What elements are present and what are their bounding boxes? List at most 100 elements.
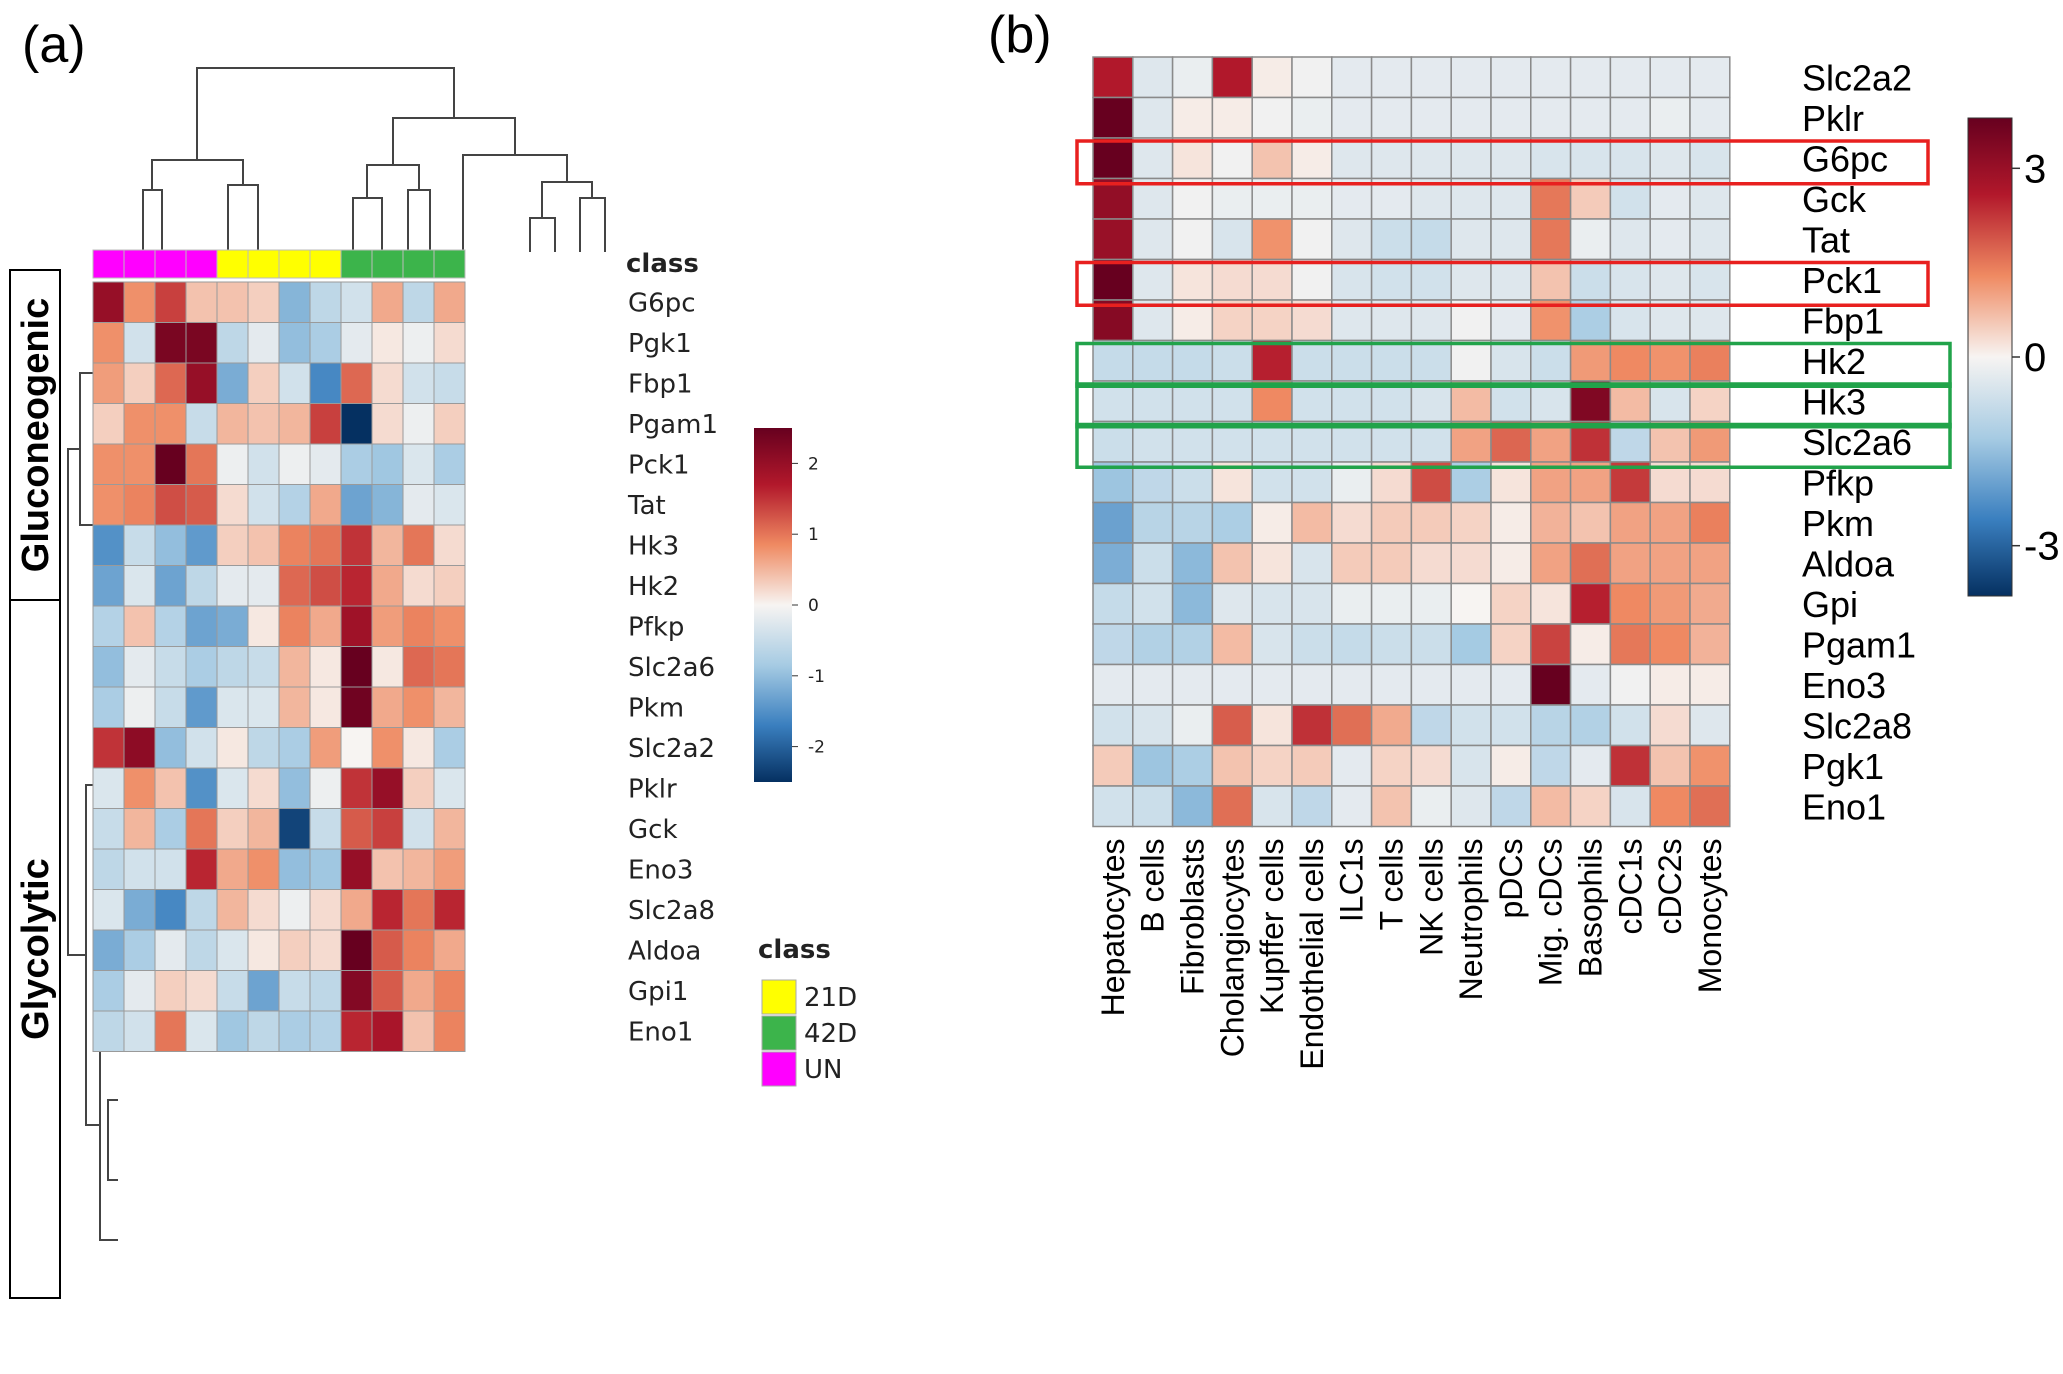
heat-a-cell [433,322,466,364]
heat-b-cell [1211,56,1253,99]
class-cell-UN [123,249,156,279]
heat-b-cell [1490,744,1532,787]
heat-b-cell [1410,542,1452,585]
heat-b-cell [1251,96,1293,139]
heat-b-cell [1171,258,1214,301]
heat-a-cell [371,686,404,728]
heat-a-cell [309,929,342,971]
heat-a-cell [309,727,342,769]
heat-a-cell [154,1010,187,1052]
heat-b-cell [1649,663,1691,706]
gluconeogenic-label: Gluconeogenic [15,298,57,572]
heat-b-cell [1609,582,1651,625]
row-label-a: Aldoa [628,936,701,966]
heat-a-cell [247,1010,280,1052]
heat-b-cell [1569,663,1612,706]
heat-b-cell [1370,218,1413,261]
heat-a-cell [433,484,466,526]
column-label-b: NK cells [1413,839,1449,956]
heat-b-cell [1251,663,1293,706]
heat-a-cell [309,484,342,526]
heat-b-cell [1211,96,1253,139]
heat-a-cell [185,808,218,850]
heat-a-cell [402,281,435,323]
heat-b-cell [1092,744,1134,787]
heat-a-cell [247,848,280,890]
column-label-b: Hepatocytes [1095,839,1131,1017]
heat-a-cell [92,646,125,688]
heat-a-cell [433,403,466,445]
heat-a-cell [309,403,342,445]
row-label-b: Gck [1802,179,1867,220]
heat-b-cell [1132,744,1174,787]
heat-b-cell [1171,623,1214,666]
heat-a-cell [433,443,466,485]
class-cell-UN [185,249,218,279]
heat-b-cell [1291,542,1333,585]
heat-b-cell [1490,339,1532,382]
heat-b-cell [1689,582,1731,625]
heat-a-cell [154,362,187,404]
heat-a-cell [216,646,249,688]
heat-b-cell [1450,501,1492,544]
heat-b-cell [1530,501,1572,544]
heat-b-cell [1370,785,1413,828]
heat-b-cell [1530,582,1572,625]
heat-a-cell [123,767,156,809]
heat-b-cell [1689,56,1731,99]
column-label-b: T cells [1374,839,1410,931]
row-label-b: Hk2 [1802,341,1866,382]
heat-b-cell [1530,218,1572,261]
colorbar-a-tick-label: 0 [808,596,819,616]
heat-a-cell [216,524,249,566]
row-label-a: Hk2 [628,572,679,602]
heat-a-cell [92,524,125,566]
heat-a-cell [278,970,311,1012]
heat-b-cell [1291,501,1333,544]
row-label-b: Slc2a6 [1802,422,1912,463]
heat-b-cell [1450,542,1492,585]
heat-a-cell [278,322,311,364]
heat-a-cell [123,484,156,526]
heat-b-cell [1649,501,1691,544]
heat-a-cell [123,322,156,364]
heat-b-cell [1569,501,1612,544]
heat-b-cell [1092,258,1134,301]
heat-a-cell [278,889,311,931]
heat-b-cell [1689,663,1731,706]
heat-b-cell [1609,339,1651,382]
heat-b-cell [1649,582,1691,625]
heat-b-cell [1410,96,1452,139]
heat-b-cell [1450,56,1492,99]
heat-b-cell [1370,258,1413,301]
heat-b-cell [1132,339,1174,382]
heat-a-cell [92,686,125,728]
heat-b-cell [1331,785,1373,828]
heat-a-cell [123,727,156,769]
heat-a-cell [154,686,187,728]
class-annotation-bar [92,249,466,279]
column-label-b: Mig. cDCs [1533,839,1569,987]
colorbar-a-ticks: 2 1 0 -1 -2 [792,454,825,758]
heat-b-cell [1092,218,1134,261]
heat-a-cell [185,443,218,485]
row-label-b: Pkm [1802,503,1874,544]
heat-a-cell [154,281,187,323]
heat-b-cell [1530,744,1572,787]
colorbar-b-tick-label: -3 [2024,525,2060,569]
heat-a-cell [433,605,466,647]
column-label-b: Kupffer cells [1254,839,1290,1015]
heat-a-cell [371,281,404,323]
heat-a-cell [185,929,218,971]
heat-b-cell [1410,785,1452,828]
heat-a-cell [92,808,125,850]
row-label-a: G6pc [628,288,696,318]
heat-b-cell [1370,96,1413,139]
heat-b-cell [1132,542,1174,585]
heat-a-cell [309,605,342,647]
heat-a-cell [402,808,435,850]
heat-a-cell [278,686,311,728]
heat-a-cell [340,605,373,647]
heat-a-cell [278,605,311,647]
heat-b-cell [1251,258,1293,301]
